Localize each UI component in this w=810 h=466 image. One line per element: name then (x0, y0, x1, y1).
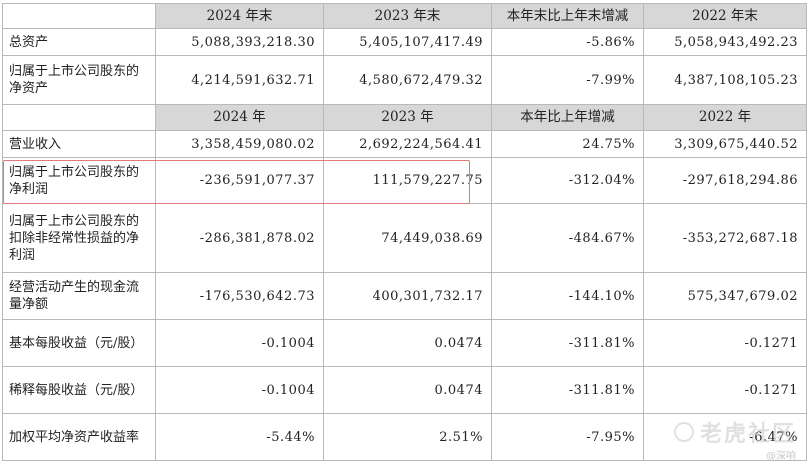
cell-2024: -5.44% (155, 413, 324, 461)
row-label: 总资产 (2, 28, 156, 56)
table-row-net-profit: 归属于上市公司股东的净利润 -236,591,077.37 111,579,22… (2, 157, 807, 204)
header-cell-2022-end: 2022 年末 (643, 3, 807, 29)
watermark-author: @深响 (766, 451, 796, 462)
row-label: 基本每股收益（元/股） (2, 319, 156, 367)
header-cell-change: 本年比上年增减 (491, 104, 644, 131)
watermark: 老虎社区 (673, 416, 796, 448)
header-cell-2024: 2024 年 (155, 104, 324, 131)
cell-2023: 5,405,107,417.49 (323, 28, 492, 56)
cell-2022: -353,272,687.18 (643, 203, 807, 273)
cell-2024: -286,381,878.02 (155, 203, 324, 273)
cell-change: -484.67% (491, 203, 644, 273)
table-row-net-assets: 归属于上市公司股东的净资产 4,214,591,632.71 4,580,672… (2, 55, 807, 105)
cell-2022: -297,618,294.86 (643, 157, 807, 204)
table-row-operating-cash-flow: 经营活动产生的现金流量净额 -176,530,642.73 400,301,73… (2, 272, 807, 320)
table-row-roe: 加权平均净资产收益率 -5.44% 2.51% -7.95% -6.47% (2, 413, 807, 461)
header-cell-2024-end: 2024 年末 (155, 3, 324, 29)
cell-2022: 4,387,108,105.23 (643, 55, 807, 105)
table-row-total-assets: 总资产 5,088,393,218.30 5,405,107,417.49 -5… (2, 28, 807, 56)
row-label: 营业收入 (2, 130, 156, 158)
cell-2024: 3,358,459,080.02 (155, 130, 324, 158)
row-label: 稀释每股收益（元/股） (2, 366, 156, 414)
header-cell-blank (2, 3, 156, 29)
cell-change: -311.81% (491, 319, 644, 367)
cell-2024: 5,088,393,218.30 (155, 28, 324, 56)
row-label: 归属于上市公司股东的净资产 (2, 55, 156, 105)
cell-2023: 4,580,672,479.32 (323, 55, 492, 105)
header-cell-change-end: 本年末比上年末增减 (491, 3, 644, 29)
cell-2024: -0.1004 (155, 366, 324, 414)
cell-2023: 400,301,732.17 (323, 272, 492, 320)
cell-2023: 111,579,227.75 (323, 157, 492, 204)
cell-2022: -0.1271 (643, 366, 807, 414)
row-label: 加权平均净资产收益率 (2, 413, 156, 461)
table-row-net-profit-deducted: 归属于上市公司股东的扣除非经常性损益的净利润 -286,381,878.02 7… (2, 203, 807, 273)
cell-change: -312.04% (491, 157, 644, 204)
tiger-logo-icon (673, 422, 694, 442)
cell-change: -5.86% (491, 28, 644, 56)
cell-2024: 4,214,591,632.71 (155, 55, 324, 105)
cell-2023: 0.0474 (323, 319, 492, 367)
cell-change: 24.75% (491, 130, 644, 158)
cell-2022: 3,309,675,440.52 (643, 130, 807, 158)
table-row-diluted-eps: 稀释每股收益（元/股） -0.1004 0.0474 -311.81% -0.1… (2, 366, 807, 414)
cell-change: -311.81% (491, 366, 644, 414)
header-row-year-end: 2024 年末 2023 年末 本年末比上年末增减 2022 年末 (2, 3, 807, 29)
table-row-revenue: 营业收入 3,358,459,080.02 2,692,224,564.41 2… (2, 130, 807, 158)
cell-2023: 0.0474 (323, 366, 492, 414)
cell-2024: -236,591,077.37 (155, 157, 324, 204)
row-label: 归属于上市公司股东的净利润 (2, 157, 156, 204)
financial-table: 2024 年末 2023 年末 本年末比上年末增减 2022 年末 总资产 5,… (2, 3, 807, 461)
header-row-year: 2024 年 2023 年 本年比上年增减 2022 年 (2, 104, 807, 131)
row-label: 经营活动产生的现金流量净额 (2, 272, 156, 320)
cell-change: -144.10% (491, 272, 644, 320)
row-label: 归属于上市公司股东的扣除非经常性损益的净利润 (2, 203, 156, 273)
cell-2024: -0.1004 (155, 319, 324, 367)
header-cell-blank (2, 104, 156, 131)
cell-2024: -176,530,642.73 (155, 272, 324, 320)
cell-2022: 5,058,943,492.23 (643, 28, 807, 56)
cell-change: -7.95% (491, 413, 644, 461)
cell-2022: -6.47% (643, 413, 807, 461)
cell-2023: 2,692,224,564.41 (323, 130, 492, 158)
header-cell-2023: 2023 年 (323, 104, 492, 131)
cell-2022: 575,347,679.02 (643, 272, 807, 320)
watermark-text: 老虎社区 (699, 422, 796, 447)
table-row-basic-eps: 基本每股收益（元/股） -0.1004 0.0474 -311.81% -0.1… (2, 319, 807, 367)
header-cell-2023-end: 2023 年末 (323, 3, 492, 29)
cell-2022: -0.1271 (643, 319, 807, 367)
cell-2023: 2.51% (323, 413, 492, 461)
cell-change: -7.99% (491, 55, 644, 105)
header-cell-2022: 2022 年 (643, 104, 807, 131)
cell-2023: 74,449,038.69 (323, 203, 492, 273)
